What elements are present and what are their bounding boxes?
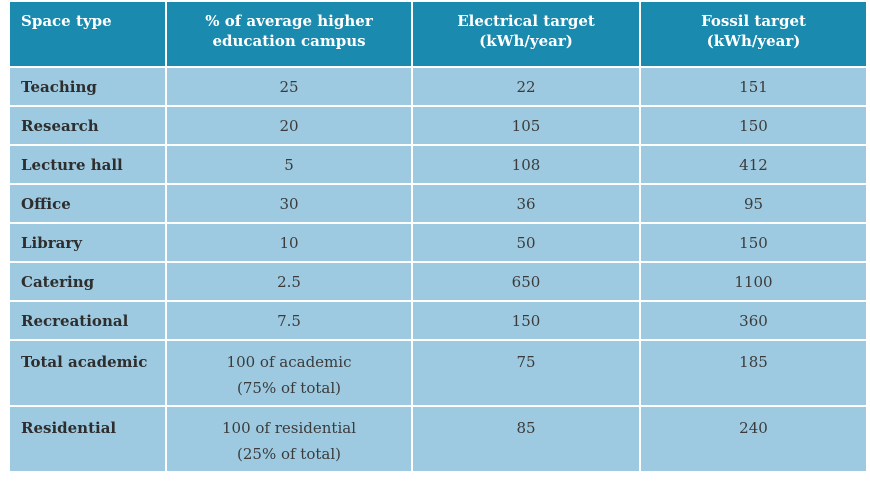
row-percent: 100 of residential (25% of total) (166, 406, 413, 473)
row-percent: 10 (166, 223, 413, 263)
row-fossil: 240 (640, 406, 866, 473)
header-fossil-line2: (kWh/year) (706, 32, 801, 50)
row-percent: 100 of academic (75% of total) (166, 340, 413, 407)
row-fossil-value: 240 (739, 419, 768, 437)
row-electrical: 650 (412, 262, 641, 302)
row-electrical: 50 (412, 223, 641, 263)
row-space-type: Catering (10, 262, 167, 302)
table-row: Recreational 7.5 150 360 (10, 301, 866, 341)
row-electrical: 85 (412, 406, 641, 473)
row-space-type: Teaching (10, 67, 167, 107)
row-fossil: 185 (640, 340, 866, 407)
table-row-total-academic: Total academic 100 of academic (75% of t… (10, 340, 866, 407)
header-space-type: Space type (10, 2, 167, 68)
row-electrical-value: 85 (516, 419, 536, 437)
row-space-type: Library (10, 223, 167, 263)
row-percent: 5 (166, 145, 413, 185)
table-row: Catering 2.5 650 1100 (10, 262, 866, 302)
row-electrical: 22 (412, 67, 641, 107)
row-space-type-label: Total academic (21, 353, 148, 371)
header-fossil-target: Fossil target (kWh/year) (640, 2, 866, 68)
row-electrical-value: 75 (516, 353, 536, 371)
row-percent: 2.5 (166, 262, 413, 302)
row-space-type: Lecture hall (10, 145, 167, 185)
header-electrical-target: Electrical target (kWh/year) (412, 2, 641, 68)
table-row: Office 30 36 95 (10, 184, 866, 224)
table-row: Lecture hall 5 108 412 (10, 145, 866, 185)
header-fossil-line1: Fossil target (701, 12, 806, 30)
row-fossil: 1100 (640, 262, 866, 302)
header-percent-line1: % of average higher (205, 12, 373, 30)
row-space-type: Total academic (10, 340, 167, 407)
row-fossil: 95 (640, 184, 866, 224)
row-space-type: Office (10, 184, 167, 224)
energy-targets-table: Space type % of average higher education… (10, 2, 866, 473)
row-fossil: 412 (640, 145, 866, 185)
table-row: Research 20 105 150 (10, 106, 866, 146)
header-electrical-line1: Electrical target (457, 12, 595, 30)
row-space-type: Research (10, 106, 167, 146)
row-electrical: 75 (412, 340, 641, 407)
row-percent-line2: (25% of total) (237, 445, 341, 463)
row-fossil: 150 (640, 223, 866, 263)
row-fossil-value: 185 (739, 353, 768, 371)
row-space-type-label: Residential (21, 419, 117, 437)
row-percent: 25 (166, 67, 413, 107)
header-electrical-line2: (kWh/year) (479, 32, 573, 50)
table-row: Library 10 50 150 (10, 223, 866, 263)
row-percent: 20 (166, 106, 413, 146)
table-row: Teaching 25 22 151 (10, 67, 866, 107)
row-percent-line2: (75% of total) (237, 379, 341, 397)
header-row: Space type % of average higher education… (10, 2, 866, 68)
row-space-type: Recreational (10, 301, 167, 341)
header-percent-line2: education campus (212, 32, 366, 50)
row-fossil: 151 (640, 67, 866, 107)
row-electrical: 108 (412, 145, 641, 185)
row-electrical: 105 (412, 106, 641, 146)
row-percent-line1: 100 of academic (226, 353, 352, 371)
row-electrical: 36 (412, 184, 641, 224)
row-fossil: 150 (640, 106, 866, 146)
row-fossil: 360 (640, 301, 866, 341)
row-percent-line1: 100 of residential (222, 419, 356, 437)
header-percent-campus: % of average higher education campus (166, 2, 413, 68)
table-row-residential: Residential 100 of residential (25% of t… (10, 406, 866, 473)
row-percent: 7.5 (166, 301, 413, 341)
header-space-type-label: Space type (21, 12, 112, 30)
row-space-type: Residential (10, 406, 167, 473)
row-percent: 30 (166, 184, 413, 224)
row-electrical: 150 (412, 301, 641, 341)
